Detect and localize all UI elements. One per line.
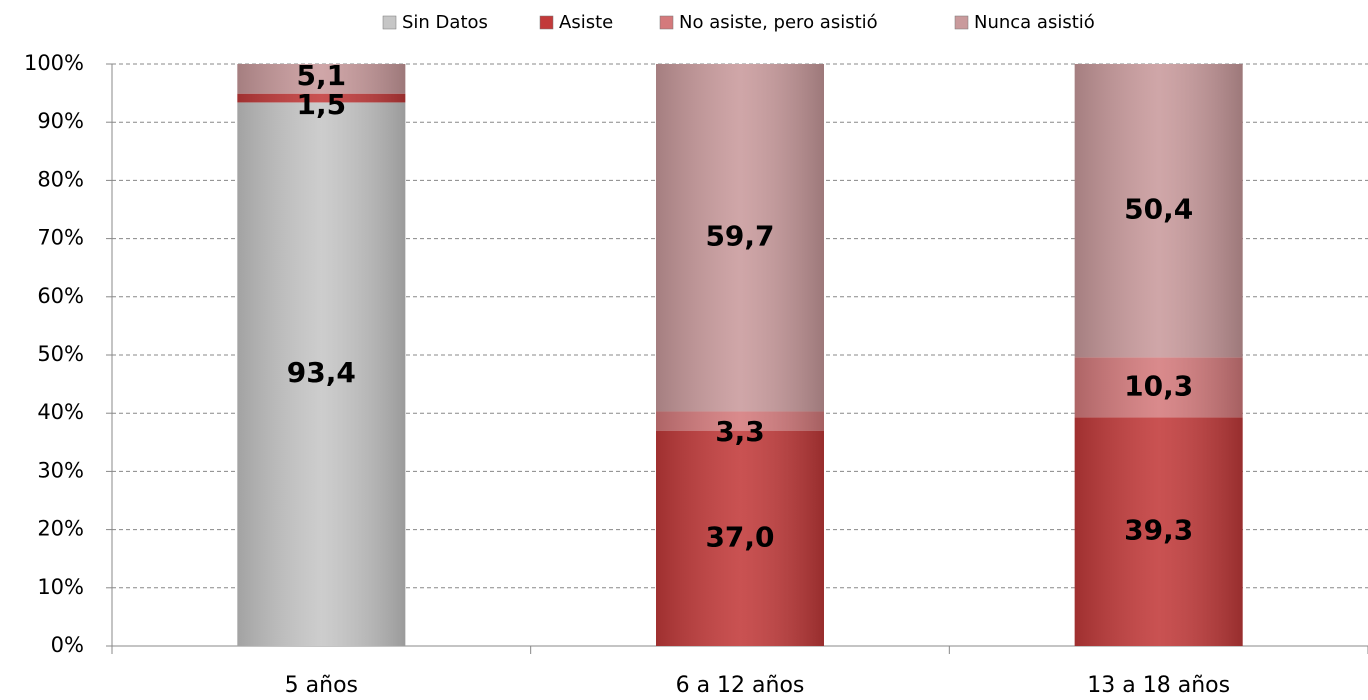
y-tick-label: 40% (37, 400, 84, 424)
bar-shade (656, 430, 824, 646)
y-tick-label: 100% (24, 51, 84, 75)
bar-shade (1074, 357, 1243, 418)
y-tick-label: 20% (37, 517, 84, 541)
data-label: 39,3 (1124, 514, 1193, 547)
legend-label: Nunca asistió (974, 12, 1095, 33)
bar-shade (1074, 417, 1243, 646)
data-label: 5,1 (297, 59, 347, 92)
legend-label: Asiste (559, 12, 613, 33)
y-tick-label: 30% (37, 458, 84, 482)
legend-swatch (659, 15, 674, 30)
y-tick-label: 70% (37, 226, 84, 250)
bar-shade (656, 411, 824, 431)
x-tick-label: 6 a 12 años (676, 673, 805, 698)
data-label: 50,4 (1124, 193, 1193, 226)
data-label: 10,3 (1124, 369, 1193, 402)
y-tick-label: 0% (51, 633, 84, 657)
bar-shade (656, 64, 824, 412)
y-tick-label: 60% (37, 284, 84, 308)
x-tick-label: 5 años (285, 673, 358, 698)
legend-swatch (539, 15, 554, 30)
data-label: 93,4 (287, 356, 356, 389)
data-label: 37,0 (705, 520, 774, 553)
legend-swatch (382, 15, 397, 30)
legend-swatch (954, 15, 969, 30)
y-tick-label: 50% (37, 342, 84, 366)
x-tick-label: 13 a 18 años (1087, 673, 1230, 698)
data-label: 3,3 (715, 415, 765, 448)
y-tick-label: 80% (37, 167, 84, 191)
bar-shade (237, 93, 406, 103)
bar-shade (1074, 64, 1243, 358)
y-tick-label: 10% (37, 575, 84, 599)
bar-shade (237, 102, 406, 647)
y-tick-label: 90% (37, 109, 84, 133)
bar-shade (237, 64, 406, 94)
legend-label: Sin Datos (402, 12, 488, 33)
data-label: 59,7 (705, 220, 774, 253)
legend-label: No asiste, pero asistió (679, 12, 878, 33)
